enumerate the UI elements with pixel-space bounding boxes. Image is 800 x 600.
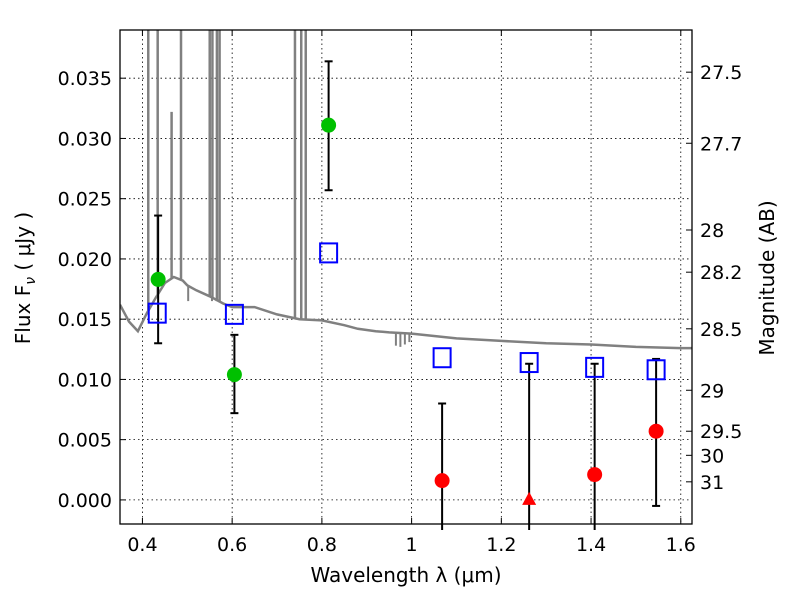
data-point (648, 423, 664, 439)
data-point (587, 467, 603, 483)
right-tick-label: 27.7 (700, 133, 742, 155)
model-flux-point (432, 347, 452, 369)
data-point (321, 117, 337, 133)
y-tick-label: 0.025 (58, 189, 112, 211)
right-tick-label: 29.5 (700, 421, 742, 443)
axis-ticks: 0.4 0.6 0.8 1 1.2 1.4 1.6 0.000 0.005 0.010 0.015 0… (58, 30, 742, 556)
model-flux-point (147, 302, 167, 324)
right-axis-title: Magnitude (AB) (755, 200, 779, 355)
data-point (434, 473, 450, 489)
right-tick-label: 29 (700, 380, 724, 402)
x-tick-label: 1.6 (666, 534, 696, 556)
model-flux-point (585, 356, 605, 378)
y-tick-label: 0.000 (58, 490, 112, 512)
y-tick-label: 0.020 (58, 249, 112, 271)
right-tick-label: 28.5 (700, 319, 742, 341)
model-flux-point (319, 242, 339, 264)
x-axis-title: Wavelength λ (μm) (310, 563, 501, 587)
model-flux-point (646, 359, 666, 381)
y-tick-label: 0.035 (58, 68, 112, 90)
right-tick-label: 31 (700, 472, 724, 494)
model-flux-point (224, 303, 244, 325)
y-tick-label: 0.015 (58, 309, 112, 331)
x-tick-label: 1.2 (486, 534, 516, 556)
right-tick-label: 28 (700, 220, 724, 242)
spectrum-continuum (120, 275, 692, 350)
right-tick-label: 28.2 (700, 262, 742, 284)
x-tick-label: 1 (406, 534, 418, 556)
x-tick-label: 0.4 (127, 534, 157, 556)
y-tick-label: 0.010 (58, 369, 112, 391)
model-flux-point (519, 352, 539, 374)
plot-frame (119, 29, 693, 525)
data-points (147, 60, 666, 531)
right-tick-label: 27.5 (700, 62, 742, 84)
y-axis-title: Flux Fν ( μJy ) (11, 212, 39, 344)
right-tick-label: 30 (700, 445, 724, 467)
x-tick-label: 0.8 (307, 534, 337, 556)
upper-limit-point (522, 491, 537, 505)
data-point (226, 367, 242, 383)
y-tick-label: 0.005 (58, 430, 112, 452)
model-spectrum (120, 30, 692, 350)
data-point (150, 271, 166, 287)
x-tick-label: 0.6 (217, 534, 247, 556)
x-tick-label: 1.4 (576, 534, 606, 556)
grid (120, 30, 692, 524)
y-tick-label: 0.030 (58, 128, 112, 150)
